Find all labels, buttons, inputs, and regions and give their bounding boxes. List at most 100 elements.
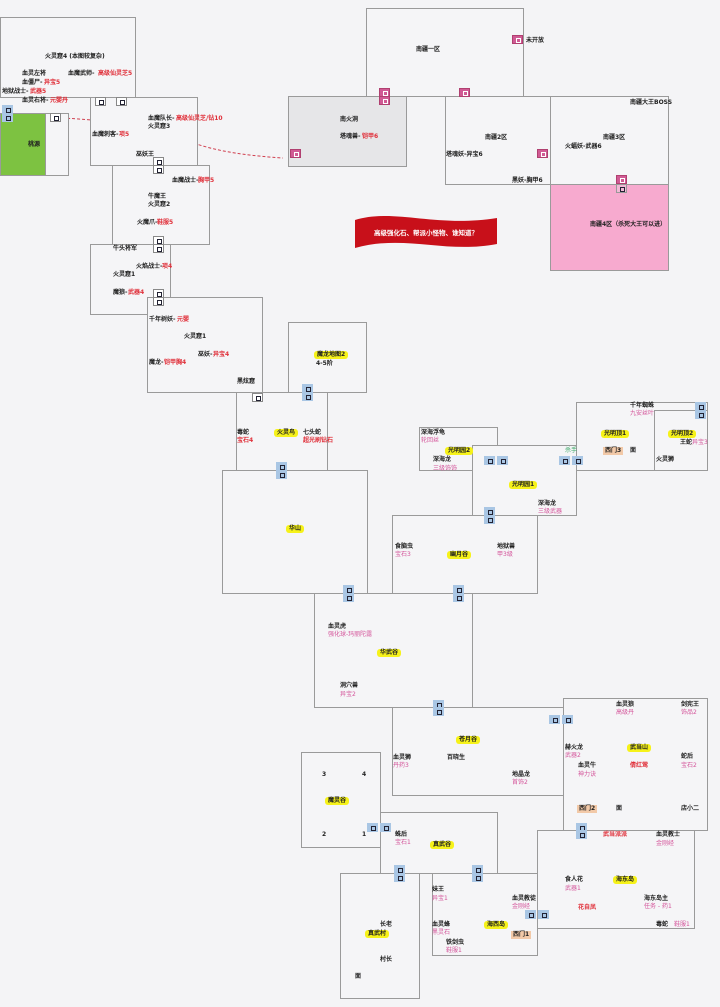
door-portal[interactable] [343, 593, 354, 602]
banner: 高级强化石、帮派小怪物、谁知道？ [355, 212, 497, 254]
door-portal[interactable] [537, 149, 548, 158]
nanjiang-nhd_a-label: 塔魂兽- [340, 133, 361, 140]
door-portal[interactable] [116, 97, 127, 106]
huolingku1b-b2-label: 异宝4 [213, 351, 230, 358]
gmd-t1-label: 光明顶1 [601, 430, 630, 438]
moling-n3-label: 3 [322, 771, 327, 778]
nanjiang-nhd-label: 南火洞 [340, 116, 359, 123]
door-portal[interactable] [538, 910, 549, 919]
door-portal[interactable] [572, 456, 583, 465]
nanjiang-z1-label: 南疆一区 [416, 46, 441, 53]
door-portal[interactable] [562, 715, 573, 724]
door-portal[interactable] [616, 175, 627, 184]
huolingku1a-a-label: 牛头将军 [113, 245, 138, 252]
nanjiang-z2_b-label: 黑妖-胸甲6 [512, 177, 543, 184]
door-portal[interactable] [616, 184, 627, 193]
area-huolingku4 [0, 17, 136, 98]
gmd-noodle-label: 面 [630, 447, 637, 454]
huolingku3-c-label: 巫妖王 [136, 151, 155, 158]
door-portal[interactable] [512, 35, 523, 44]
haixi-west-label: 西门1 [511, 931, 532, 939]
huolingku1b-a2-label: 元婴 [177, 316, 190, 323]
door-portal[interactable] [453, 593, 464, 602]
cangyue-c-label: 地晶龙 [512, 771, 531, 778]
area-taoyuan [0, 113, 46, 176]
huolingku2-c2-label: 鞋服5 [157, 219, 174, 226]
youyue-a2-label: 宝石3 [395, 551, 411, 558]
door-portal[interactable] [497, 456, 508, 465]
wudang-noodle-label: 面 [616, 805, 623, 812]
wudang-c2-label: 武器2 [565, 752, 581, 759]
haixi-c-label: 血灵蜂 [432, 921, 451, 928]
huolingku2-a-label: 血魔战士- [172, 177, 199, 184]
molong-title-label: 魔龙地图2 [314, 351, 349, 359]
zhenwucun-b-label: 村长 [380, 956, 393, 963]
huolingku1b-d-label: 黑炫窟 [237, 378, 256, 385]
huolingku4-a-label: 血灵左将 [22, 70, 47, 77]
wudang-e2-label: 神力诀 [578, 771, 597, 778]
haidong-c2-label: 武器1 [565, 885, 581, 892]
molong-sub-label: 4-5阶 [316, 360, 333, 367]
wudang-c-label: 赫火龙 [565, 744, 584, 751]
huolingku4-title-label: 火灵窟4 (本图较复杂) [45, 53, 105, 60]
haidong-a-label: 武当派派 [603, 831, 628, 838]
haixi-d-label: 铁剑虫 [446, 939, 465, 946]
door-portal[interactable] [472, 873, 483, 882]
door-portal[interactable] [95, 97, 106, 106]
area-nanjiang3 [550, 96, 669, 185]
haixi-a2-label: 异宝1 [432, 895, 448, 902]
door-portal[interactable] [459, 88, 470, 97]
door-portal[interactable] [484, 515, 495, 524]
door-portal[interactable] [525, 910, 536, 919]
door-portal[interactable] [367, 823, 378, 832]
wudang-a-label: 血灵狼 [616, 701, 635, 708]
gmd-west-label: 西门3 [603, 447, 624, 455]
door-portal[interactable] [290, 149, 301, 158]
door-portal[interactable] [484, 456, 495, 465]
door-portal[interactable] [380, 823, 391, 832]
huolingniao-b-label: 七头蛇 [303, 429, 322, 436]
huawu-a2-label: 强化球-玛丽陀露 [328, 631, 373, 638]
zhenwucun-a-label: 长老 [380, 921, 393, 928]
zhenwucun-title-label: 真武村 [365, 930, 390, 938]
door-portal[interactable] [549, 715, 560, 724]
area-nanjiang2 [445, 96, 551, 185]
door-portal[interactable] [394, 873, 405, 882]
door-portal[interactable] [276, 470, 287, 479]
door-portal[interactable] [576, 830, 587, 839]
taoyuan-title-label: 桃源 [28, 141, 41, 148]
huolingku4-e2-label: 元婴丹 [50, 97, 69, 104]
door-portal[interactable] [252, 393, 263, 402]
door-portal[interactable] [559, 456, 570, 465]
gmy2-a-label: 深海浮龟 [421, 429, 446, 436]
gmd-a-label: 千年蜘蛛 [630, 402, 655, 409]
gmd-c-label: 火灵狮 [656, 456, 675, 463]
door-portal[interactable] [153, 297, 164, 306]
huolingku4-e-label: 血灵右将- [22, 97, 49, 104]
haidong-f2-label: 鞋服1 [674, 921, 690, 928]
huolingku1a-b-label: 火焰战士- [136, 263, 163, 270]
wudang-f-label: 倩红莺 [630, 762, 649, 769]
door-portal[interactable] [50, 113, 61, 122]
gmd-a2-label: 九安丝叶 [630, 410, 655, 417]
door-portal[interactable] [2, 113, 13, 122]
door-portal[interactable] [153, 244, 164, 253]
cangyue-title-label: 苍月谷 [456, 736, 481, 744]
door-portal[interactable] [379, 96, 390, 105]
area-nanjiang1 [366, 8, 524, 97]
gmy2-b2-label: 三级饰饰 [433, 465, 458, 472]
haixi-title-label: 海西岛 [484, 921, 509, 929]
zhenwugu-title-label: 真武谷 [430, 841, 455, 849]
gmy1-killer-label: 杀手 [565, 447, 578, 454]
area-nanhuodong [288, 96, 407, 167]
door-portal[interactable] [153, 165, 164, 174]
youyue-a-label: 食脑虫 [395, 543, 414, 550]
haidong-b2-label: 金刚经 [656, 840, 675, 847]
huolingku1b-b-label: 巫妖- [198, 351, 213, 358]
door-portal[interactable] [302, 392, 313, 401]
huolingku1b-c-label: 魔龙- [149, 359, 164, 366]
huolingku1a-c2-label: 武器4 [128, 289, 145, 296]
wudang-title-label: 武当山 [627, 744, 652, 752]
door-portal[interactable] [695, 410, 706, 419]
door-portal[interactable] [433, 707, 444, 716]
